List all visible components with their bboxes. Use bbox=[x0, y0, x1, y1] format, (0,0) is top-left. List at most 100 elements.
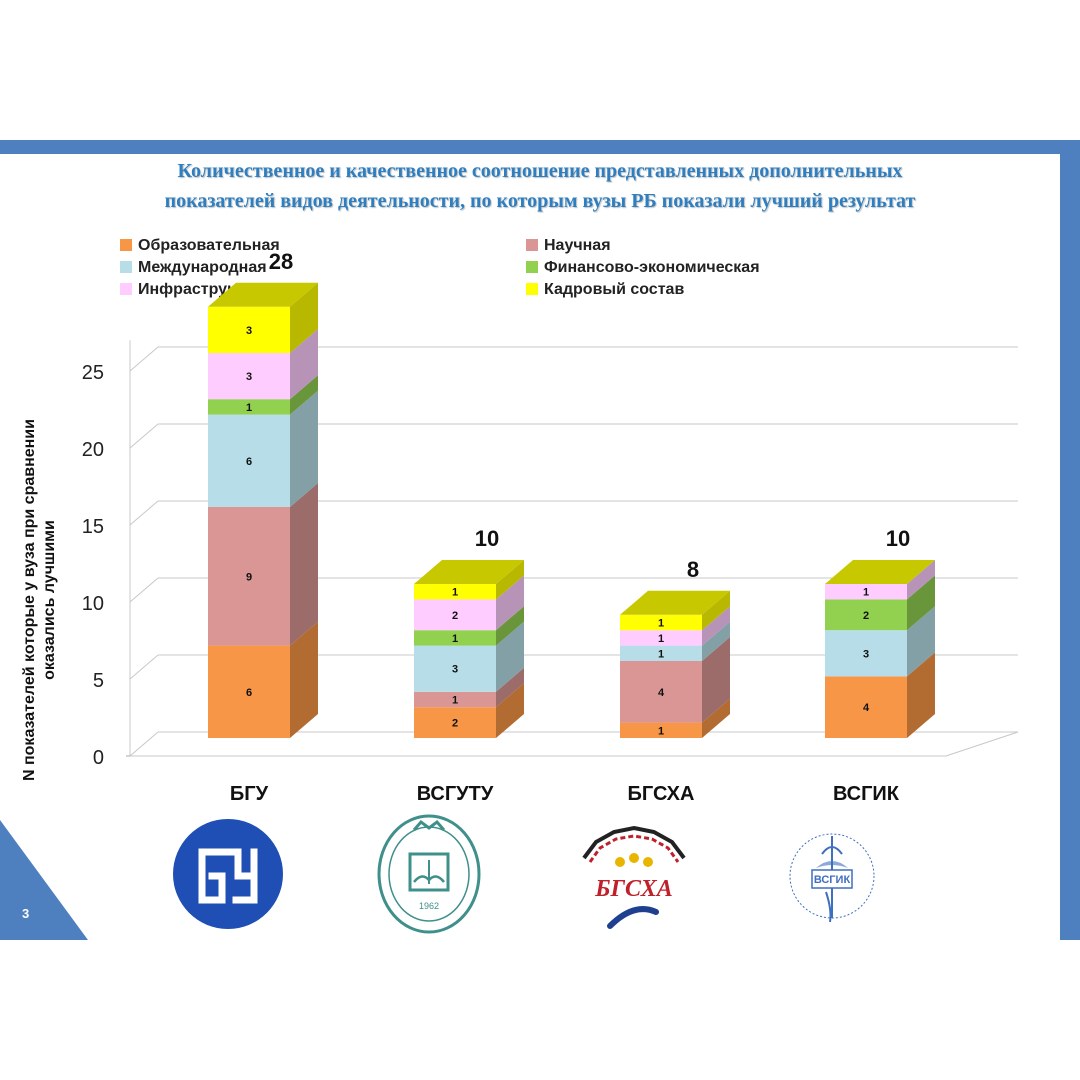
legend-swatch bbox=[526, 261, 538, 273]
bar-segment bbox=[620, 630, 702, 646]
x-category-label: ВСГУТУ bbox=[417, 783, 494, 805]
legend-item-educational: Образовательная bbox=[120, 236, 280, 256]
bar-value-label: 3 bbox=[863, 648, 869, 660]
bar-segment-side bbox=[702, 637, 730, 723]
bar-segment-side bbox=[907, 606, 935, 677]
bar-top-face bbox=[414, 560, 524, 584]
y-tick-label: 20 bbox=[82, 439, 104, 461]
top-band bbox=[0, 140, 1080, 154]
vsgik-logo: ВСГИК bbox=[789, 833, 875, 923]
legend-item-staff: Кадровый состав bbox=[526, 280, 684, 300]
bar-segment bbox=[620, 722, 702, 738]
bar-value-label: 4 bbox=[863, 702, 870, 714]
legend-swatch bbox=[120, 239, 132, 251]
x-category-label: БГУ bbox=[230, 783, 269, 805]
slide-title-line-1: Количественное и качественное соотношени… bbox=[177, 160, 903, 182]
bar-value-label: 1 bbox=[452, 633, 458, 645]
bar-value-label: 1 bbox=[863, 587, 869, 599]
vsgutu-logo-year: 1962 bbox=[419, 901, 439, 911]
bar-segment-side bbox=[290, 621, 318, 738]
bar-total-label: 28 bbox=[269, 249, 293, 274]
bar-value-label: 3 bbox=[246, 325, 252, 337]
legend-label: Кадровый состав bbox=[544, 281, 685, 298]
legend-item-financial: Финансово-экономическая bbox=[526, 258, 760, 278]
y-tick-label: 25 bbox=[82, 362, 104, 384]
bar-total-label: 10 bbox=[886, 526, 910, 551]
bar-segment bbox=[825, 630, 907, 677]
bar-segment bbox=[208, 399, 290, 415]
x-category-label: ВСГИК bbox=[833, 783, 900, 805]
bar-segment-side bbox=[496, 667, 524, 708]
bar-segment-side bbox=[290, 390, 318, 507]
bar-segment bbox=[208, 414, 290, 507]
legend-swatch bbox=[526, 283, 538, 295]
bar-segment-side bbox=[290, 282, 318, 353]
bar-segment-side bbox=[907, 560, 935, 600]
bar-segment bbox=[414, 645, 496, 692]
right-band bbox=[1060, 140, 1080, 940]
legend-item-international: Международная bbox=[120, 258, 267, 278]
chart-floor bbox=[130, 731, 1019, 757]
gridline-side bbox=[129, 423, 159, 449]
bar-segment-side bbox=[907, 652, 935, 738]
bar-segment-side bbox=[496, 606, 524, 646]
legend-swatch bbox=[526, 239, 538, 251]
bar-value-label: 3 bbox=[452, 664, 458, 676]
legend-swatch bbox=[120, 261, 132, 273]
gridline-side bbox=[129, 577, 159, 603]
bar-segment bbox=[825, 584, 907, 600]
bar-segment-side bbox=[702, 590, 730, 631]
gridline-side bbox=[129, 654, 159, 680]
bar-segment-side bbox=[496, 683, 524, 738]
bar-value-label: 3 bbox=[246, 371, 252, 383]
legend-swatch bbox=[120, 283, 132, 295]
vsgutu-logo: 1962 bbox=[377, 814, 481, 934]
y-tick-label: 10 bbox=[82, 593, 104, 615]
y-tick-label: 15 bbox=[82, 516, 104, 538]
bar-value-label: 4 bbox=[658, 687, 665, 699]
bar-top-face bbox=[620, 590, 730, 615]
bar-value-label: 2 bbox=[452, 610, 458, 622]
bar-value-label: 2 bbox=[452, 718, 458, 730]
bar-segment bbox=[414, 599, 496, 631]
bar-segment-side bbox=[702, 621, 730, 661]
bar-segment bbox=[825, 676, 907, 738]
bar-value-label: 1 bbox=[452, 587, 458, 599]
bar-value-label: 9 bbox=[246, 571, 252, 583]
slide-title-line-2: показателей видов деятельности, по котор… bbox=[164, 190, 916, 212]
bar-segment bbox=[208, 645, 290, 738]
bar-segment bbox=[208, 306, 290, 353]
bar-value-label: 1 bbox=[658, 648, 664, 660]
y-tick-label: 5 bbox=[93, 670, 104, 692]
legend-item-scientific: Научная bbox=[526, 236, 611, 256]
bar-segment-side bbox=[290, 329, 318, 400]
bgsha-logo: БГСХА bbox=[582, 825, 686, 929]
bar-value-label: 6 bbox=[246, 687, 252, 699]
bar-value-label: 1 bbox=[658, 725, 664, 737]
vsgik-logo-text: ВСГИК bbox=[814, 874, 851, 886]
y-tick-label: 0 bbox=[93, 747, 104, 769]
bar-top-face bbox=[208, 282, 318, 307]
bar-segment bbox=[208, 507, 290, 646]
bar-value-label: 1 bbox=[658, 633, 664, 645]
bar-segment bbox=[414, 630, 496, 646]
bar-segment bbox=[620, 645, 702, 661]
bar-segment-side bbox=[702, 606, 730, 646]
bar-segment-side bbox=[907, 575, 935, 631]
bar-segment bbox=[620, 614, 702, 631]
bar-segment bbox=[825, 599, 907, 631]
slide-number: 3 bbox=[22, 906, 30, 921]
bar-segment-side bbox=[702, 698, 730, 738]
x-category-label: БГСХА bbox=[628, 783, 695, 805]
legend-label: Международная bbox=[138, 259, 267, 276]
bar-segment-side bbox=[496, 621, 524, 692]
bar-segment bbox=[208, 353, 290, 400]
slide-number-corner bbox=[0, 820, 88, 940]
bar-segment-side bbox=[496, 575, 524, 631]
gridline-side bbox=[129, 346, 159, 372]
bar-total-label: 8 bbox=[687, 557, 699, 582]
bar-segment-side bbox=[290, 375, 318, 415]
bgsha-logo-text: БГСХА bbox=[594, 876, 672, 902]
bar-segment-side bbox=[290, 483, 318, 646]
